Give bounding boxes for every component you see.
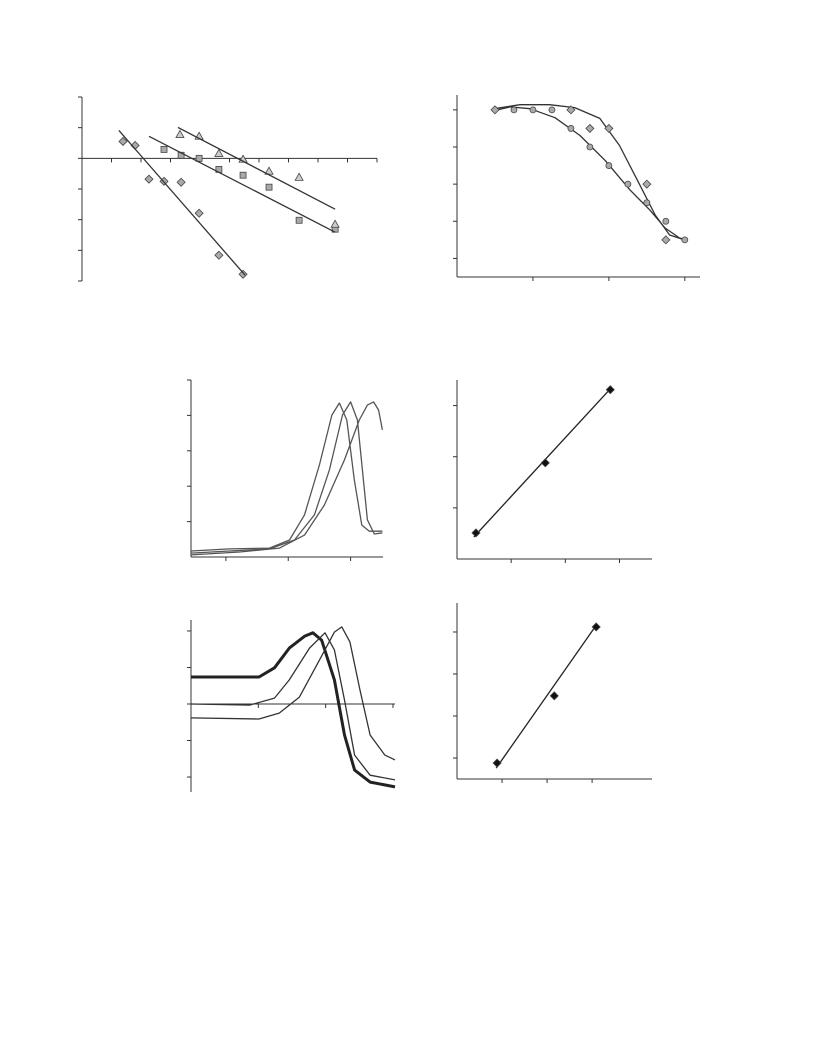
marker (567, 125, 575, 132)
marker (624, 180, 632, 188)
marker (175, 129, 185, 138)
curve (190, 401, 384, 556)
marker (160, 146, 168, 153)
marker (295, 216, 303, 224)
marker (681, 236, 689, 244)
curve (494, 106, 689, 241)
curve (177, 126, 336, 210)
marker (605, 162, 613, 169)
marker (604, 123, 614, 133)
marker (566, 105, 576, 115)
marker (540, 458, 550, 468)
curve (190, 402, 383, 552)
marker (591, 622, 601, 632)
marker (661, 235, 671, 245)
marker (239, 171, 247, 179)
marker (214, 148, 224, 157)
marker (195, 154, 203, 162)
marker (585, 123, 595, 133)
marker (214, 250, 224, 260)
marker (510, 106, 518, 114)
marker (176, 177, 186, 187)
curve (118, 129, 246, 276)
marker (265, 183, 273, 191)
marker (643, 199, 651, 207)
marker (471, 528, 481, 538)
curve (190, 626, 396, 761)
marker (144, 174, 154, 184)
marker (662, 217, 670, 225)
marker (194, 208, 204, 218)
curve (190, 632, 396, 781)
marker (529, 106, 537, 114)
curve (191, 631, 396, 789)
marker (330, 219, 340, 228)
marker (238, 269, 248, 279)
marker (490, 105, 500, 115)
marker (548, 106, 556, 114)
curve (495, 623, 598, 769)
marker (586, 143, 594, 151)
marker (294, 172, 304, 181)
curve (148, 135, 336, 233)
marker (492, 758, 502, 768)
marker (549, 691, 559, 701)
marker (642, 179, 652, 189)
marker (605, 385, 615, 395)
marker (118, 136, 128, 147)
